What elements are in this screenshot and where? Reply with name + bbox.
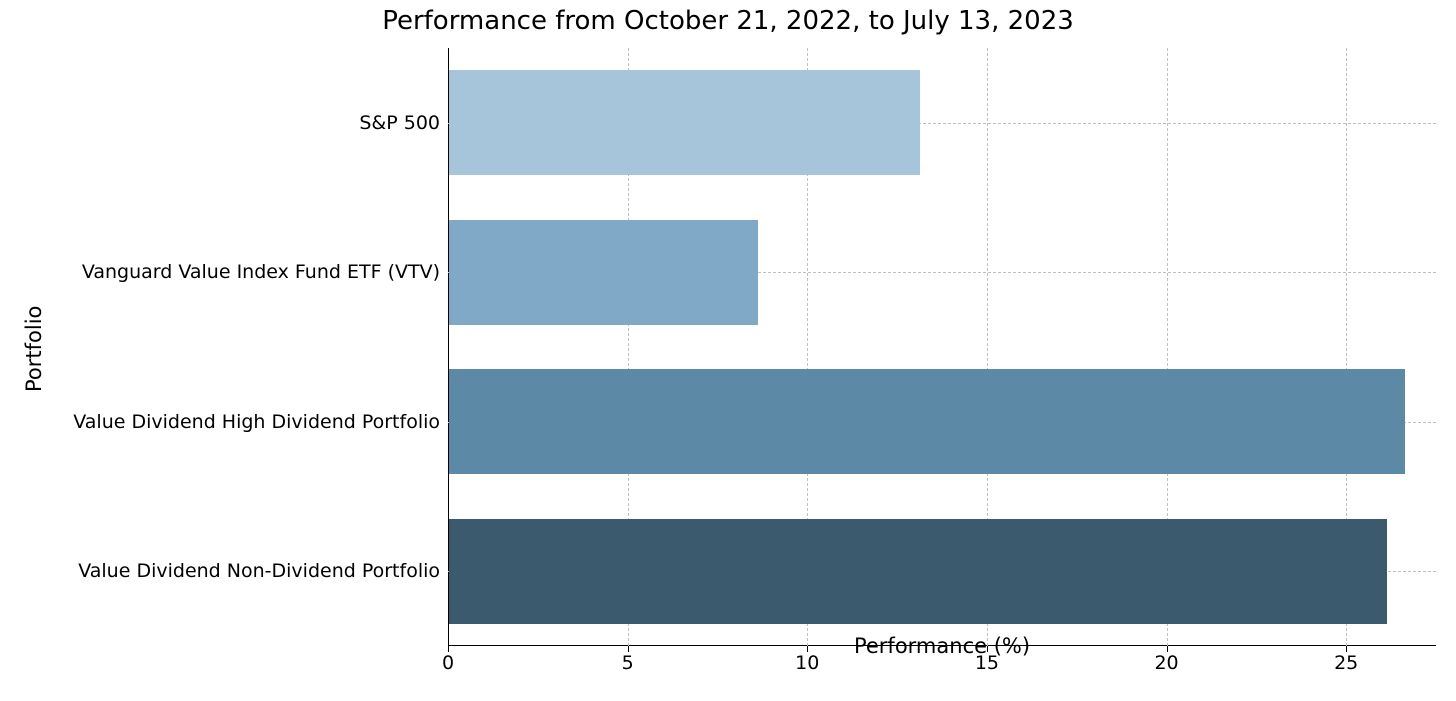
y-tick-label: Value Dividend Non-Dividend Portfolio xyxy=(78,560,440,582)
y-tick-label: Vanguard Value Index Fund ETF (VTV) xyxy=(82,261,440,283)
x-axis-label: Performance (%) xyxy=(448,634,1436,658)
bar xyxy=(449,369,1405,474)
y-tick-label: Value Dividend High Dividend Portfolio xyxy=(73,411,440,433)
bar xyxy=(449,70,920,175)
chart-title: Performance from October 21, 2022, to Ju… xyxy=(0,6,1456,36)
bar xyxy=(449,519,1387,624)
performance-chart: Performance from October 21, 2022, to Ju… xyxy=(0,0,1456,701)
y-tick-label: S&P 500 xyxy=(359,112,440,134)
bar xyxy=(449,220,758,325)
plot-area: 0510152025 xyxy=(448,48,1436,646)
y-axis-label: Portfolio xyxy=(22,306,46,392)
